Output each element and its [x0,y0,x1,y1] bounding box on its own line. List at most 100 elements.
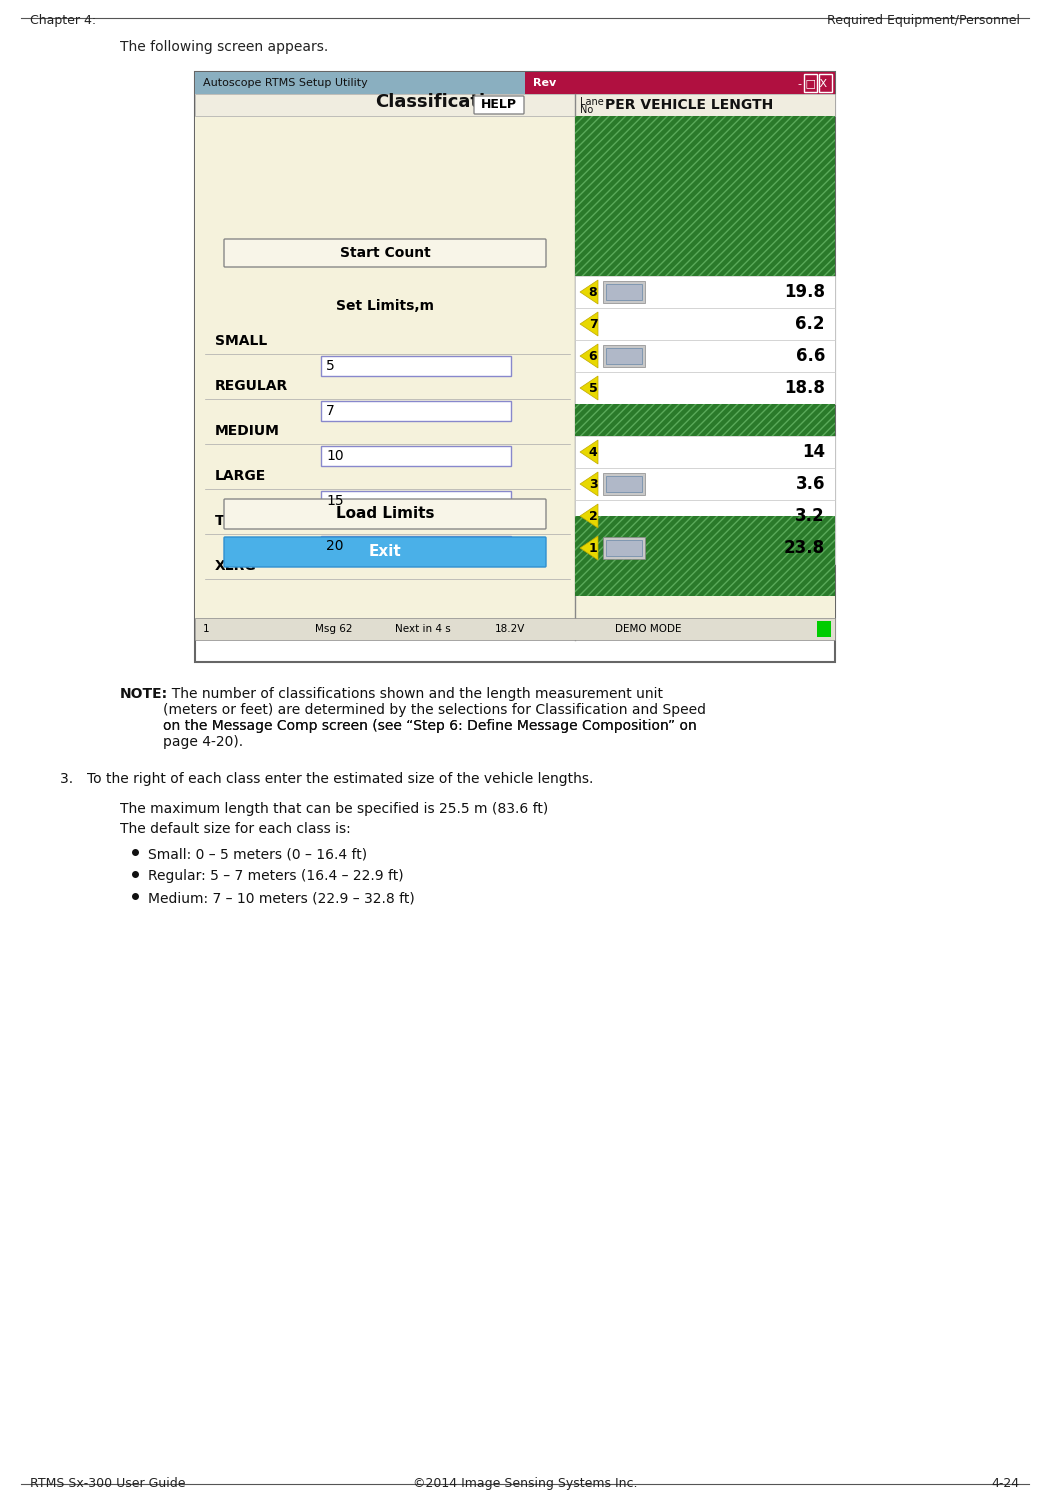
Bar [575,532,835,563]
Text: No: No [580,105,593,116]
FancyBboxPatch shape [474,96,524,114]
Bar [575,308,835,339]
Bar [525,72,835,95]
Text: SMALL: SMALL [215,333,268,348]
Bar [195,95,835,116]
Bar [575,436,835,469]
Text: DEMO MODE: DEMO MODE [615,623,681,634]
Bar [575,372,835,404]
Bar [575,500,835,532]
Text: 5: 5 [589,382,597,395]
Text: REGULAR: REGULAR [215,379,289,394]
Text: Start Count: Start Count [339,246,430,260]
Bar [195,72,835,662]
Bar [575,339,835,372]
Bar [195,95,835,640]
Text: 3.6: 3.6 [796,475,825,493]
Polygon shape [580,279,598,303]
Text: 20: 20 [326,539,343,553]
Text: NOTE:: NOTE: [120,686,168,701]
Text: 5: 5 [326,359,335,372]
Text: Medium: 7 – 10 meters (22.9 – 32.8 ft): Medium: 7 – 10 meters (22.9 – 32.8 ft) [148,891,415,906]
Text: Exit: Exit [369,545,401,560]
Text: ©2014 Image Sensing Systems Inc.: ©2014 Image Sensing Systems Inc. [413,1476,637,1490]
Text: 1: 1 [589,542,597,554]
Text: 6: 6 [589,350,597,362]
Text: on the Message Comp screen (see “Step 6: Define Message Composition” on: on the Message Comp screen (see “Step 6:… [163,719,697,733]
Text: page 4-20).: page 4-20). [163,734,244,749]
Text: 4-24: 4-24 [992,1476,1020,1490]
Text: Small: 0 – 5 meters (0 – 16.4 ft): Small: 0 – 5 meters (0 – 16.4 ft) [148,847,368,861]
Text: 14: 14 [802,443,825,461]
Bar [804,74,817,92]
Text: Classification: Classification [375,93,510,111]
Text: (meters or feet) are determined by the selections for Classification and Speed: (meters or feet) are determined by the s… [163,703,706,716]
Text: MEDIUM: MEDIUM [215,424,280,439]
Text: 3. To the right of each class enter the estimated size of the vehicle lengths.: 3. To the right of each class enter the … [60,772,593,786]
FancyBboxPatch shape [224,499,546,529]
Bar [817,620,831,637]
Text: - □ X: - □ X [798,78,827,89]
Text: XLRG: XLRG [215,559,257,572]
Text: 6.6: 6.6 [796,347,825,365]
Bar [603,281,645,303]
Text: 19.8: 19.8 [784,282,825,300]
Bar [321,491,511,511]
Bar [603,345,645,366]
Bar [819,74,832,92]
Text: 10: 10 [326,449,343,463]
Bar [575,116,835,276]
Text: Load Limits: Load Limits [336,506,435,521]
Text: The following screen appears.: The following screen appears. [120,41,329,54]
Bar [575,116,835,276]
Polygon shape [580,505,598,529]
Bar [603,473,645,496]
Text: 8: 8 [589,285,597,299]
Bar [575,517,835,596]
Text: Rev: Rev [533,78,556,89]
Text: PER VEHICLE LENGTH: PER VEHICLE LENGTH [605,98,773,113]
Text: 7: 7 [589,317,597,330]
Text: Set Limits,m: Set Limits,m [336,299,434,312]
Bar [575,404,835,436]
FancyBboxPatch shape [224,239,546,267]
Text: 4: 4 [589,446,597,458]
Bar [606,541,642,556]
Bar [321,356,511,376]
Bar [575,276,835,308]
Text: TRUCK: TRUCK [215,514,268,529]
Bar [606,476,642,493]
Polygon shape [580,312,598,336]
Bar [606,348,642,363]
Text: 2: 2 [589,509,597,523]
Bar [321,401,511,421]
Bar [321,536,511,556]
Bar [575,404,835,436]
Bar [603,538,645,559]
FancyBboxPatch shape [224,538,546,566]
Polygon shape [580,440,598,464]
Bar [575,517,835,596]
Text: Lane: Lane [580,98,604,107]
Text: 7: 7 [326,404,335,418]
Bar [606,284,642,300]
Text: The number of classifications shown and the length measurement unit: The number of classifications shown and … [163,686,663,701]
Bar [321,446,511,466]
Polygon shape [580,472,598,496]
Text: Chapter 4:: Chapter 4: [30,14,97,27]
Text: HELP: HELP [481,99,517,111]
Bar [195,72,525,95]
Text: Next in 4 s: Next in 4 s [395,623,450,634]
Bar [195,617,835,640]
Text: 15: 15 [326,494,343,508]
Text: 18.8: 18.8 [784,379,825,397]
Text: Autoscope RTMS Setup Utility: Autoscope RTMS Setup Utility [203,78,368,89]
Text: 6.2: 6.2 [796,315,825,333]
Text: 3.2: 3.2 [796,508,825,526]
Text: 3: 3 [589,478,597,491]
Text: The default size for each class is:: The default size for each class is: [120,822,351,837]
Text: on the Message Comp screen (see “Step 6: Define Message Composition” on: on the Message Comp screen (see “Step 6:… [163,719,697,733]
Text: The maximum length that can be specified is 25.5 m (83.6 ft): The maximum length that can be specified… [120,802,548,816]
Text: 1: 1 [203,623,210,634]
Bar [575,469,835,500]
